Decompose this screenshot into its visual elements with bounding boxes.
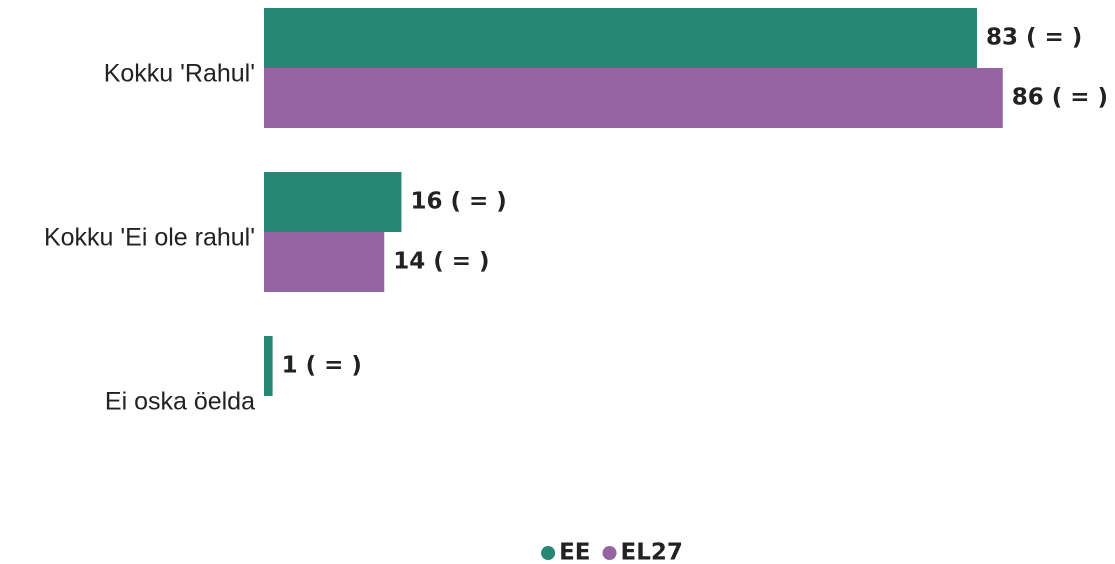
category-label: Kokku 'Rahul'	[104, 60, 255, 88]
legend-marker	[541, 546, 556, 560]
value-label: 83 ( = )	[986, 25, 1082, 51]
bar	[264, 8, 977, 68]
value-label: 16 ( = )	[410, 189, 506, 215]
bar	[264, 336, 273, 396]
value-label: 14 ( = )	[393, 249, 489, 275]
value-label: 86 ( = )	[1012, 85, 1108, 111]
legend-marker	[602, 546, 617, 560]
bar	[264, 172, 402, 232]
bar	[264, 232, 385, 292]
bar	[264, 68, 1003, 128]
legend-label: EE	[559, 540, 590, 564]
category-label: Ei oska öelda	[105, 388, 255, 416]
category-label: Kokku 'Ei ole rahul'	[44, 224, 255, 252]
legend-label: EL27	[621, 540, 683, 564]
value-label: 1 ( = )	[282, 353, 362, 379]
